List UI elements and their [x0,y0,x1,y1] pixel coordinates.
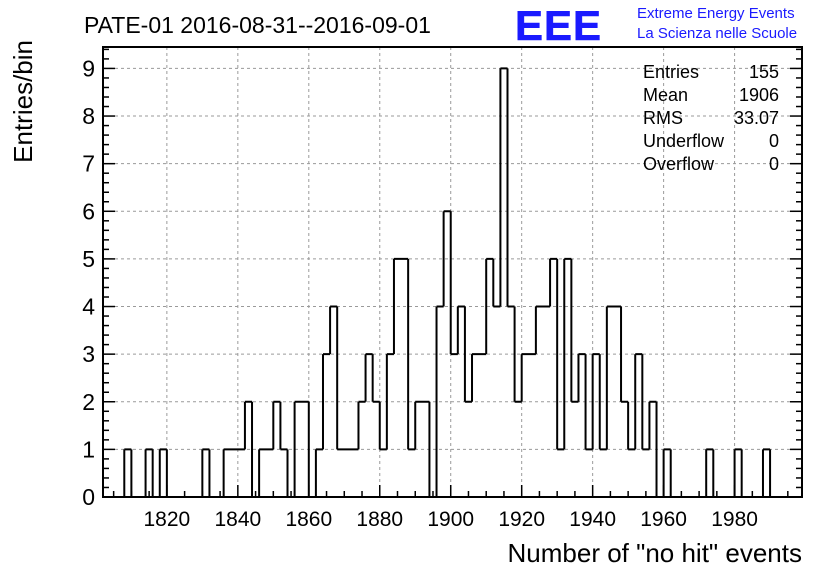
stats-label: Overflow [643,154,715,174]
y-tick-label: 1 [82,436,95,462]
stats-label: Underflow [643,131,725,151]
y-tick-label: 5 [82,246,95,272]
stats-value: 1906 [739,85,779,105]
tick-labels: 1820 1840 1860 1880 1900 1920 1940 1960 1980 0 1 2 3… [82,55,758,531]
x-tick-label: 1900 [427,508,474,531]
stats-box: Entries 155 Mean 1906 RMS 33.07 Underflow 0 Over… [643,62,779,174]
x-tick-label: 1840 [214,508,261,531]
logo-line-2: La Scienza nelle Scuole [637,25,797,42]
stats-value: 0 [769,131,779,151]
y-tick-label: 3 [82,341,95,367]
x-tick-label: 1940 [569,508,616,531]
stats-value: 0 [769,154,779,174]
x-tick-label: 1820 [144,508,191,531]
logo-mark: EEE [515,2,602,49]
x-tick-label: 1980 [711,508,758,531]
grid-lines [103,47,802,497]
y-tick-label: 4 [82,294,95,320]
axis-ticks [103,48,802,498]
eee-logo: EEE Extreme Energy Events La Scienza nel… [515,2,797,50]
x-tick-label: 1880 [356,508,403,531]
stats-label: RMS [643,108,683,128]
chart-title: PATE-01 2016-08-31--2016-09-01 [84,12,431,38]
logo-line-1: Extreme Energy Events [637,5,795,22]
x-axis-label: Number of "no hit" events [508,538,803,568]
histogram-line [123,67,772,497]
y-tick-label: 6 [82,198,95,224]
x-tick-label: 1860 [285,508,332,531]
y-tick-label: 2 [82,389,95,415]
y-tick-label: 7 [82,151,95,177]
y-axis-label: Entries/bin [8,40,38,163]
y-tick-label: 0 [82,484,95,510]
stats-value: 33.07 [734,108,779,128]
stats-label: Entries [643,62,699,82]
plot-frame [102,46,803,498]
y-tick-label: 9 [82,55,95,81]
x-tick-label: 1920 [498,508,545,531]
stats-label: Mean [643,85,688,105]
stats-value: 155 [749,62,779,82]
y-tick-label: 8 [82,103,95,129]
x-tick-label: 1960 [640,508,687,531]
